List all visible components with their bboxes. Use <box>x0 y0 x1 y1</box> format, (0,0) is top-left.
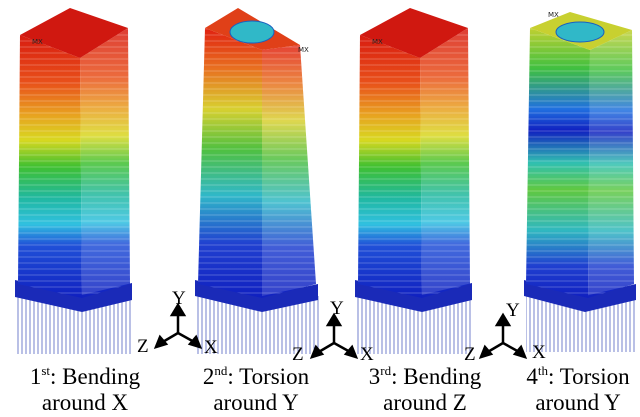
tower-3 <box>355 8 472 354</box>
tower-4 <box>524 12 636 352</box>
axis-label: Z <box>464 344 476 365</box>
figure: MX MX MX MX Y Z X Y Z X Y Z X 1st: Bendi… <box>0 0 640 417</box>
caption-line: around Y <box>213 390 299 415</box>
axis-label: Y <box>330 298 344 319</box>
mode: : Bending <box>391 364 482 389</box>
axis-label: Y <box>172 288 186 309</box>
mode: : Bending <box>50 364 141 389</box>
triad-3 <box>481 315 525 357</box>
max-label: MX <box>548 11 559 19</box>
tower-2 <box>195 8 320 354</box>
ordinal-suffix: nd <box>214 363 228 378</box>
axis-label: Z <box>137 336 149 357</box>
ordinal-suffix: rd <box>380 363 391 378</box>
caption: 2nd: Torsion <box>203 363 310 389</box>
triad-1 <box>156 305 200 347</box>
caption-line: around Z <box>383 390 467 415</box>
axis-label: X <box>360 344 374 365</box>
max-label: MX <box>298 46 309 54</box>
caption: 4th: Torsion <box>526 363 630 389</box>
ordinal: 4 <box>526 364 538 389</box>
axis-label: Z <box>292 344 304 365</box>
caption-line: around Y <box>535 390 621 415</box>
mode: : Torsion <box>227 364 309 389</box>
max-label: MX <box>372 38 383 46</box>
axis-label: Y <box>506 300 520 321</box>
ordinal: 2 <box>203 364 215 389</box>
caption-line: around X <box>42 390 129 415</box>
ordinal-suffix: th <box>538 363 549 378</box>
max-label: MX <box>32 38 43 46</box>
caption: 3rd: Bending <box>369 363 482 389</box>
mode: : Torsion <box>548 364 630 389</box>
captions: 1st: Bending around X 2nd: Torsion aroun… <box>30 363 630 415</box>
ordinal: 3 <box>369 364 381 389</box>
tower-1 <box>15 8 132 354</box>
axis-label: X <box>532 342 546 363</box>
caption: 1st: Bending <box>30 363 141 389</box>
ordinal: 1 <box>30 364 42 389</box>
axis-label: X <box>204 337 218 358</box>
